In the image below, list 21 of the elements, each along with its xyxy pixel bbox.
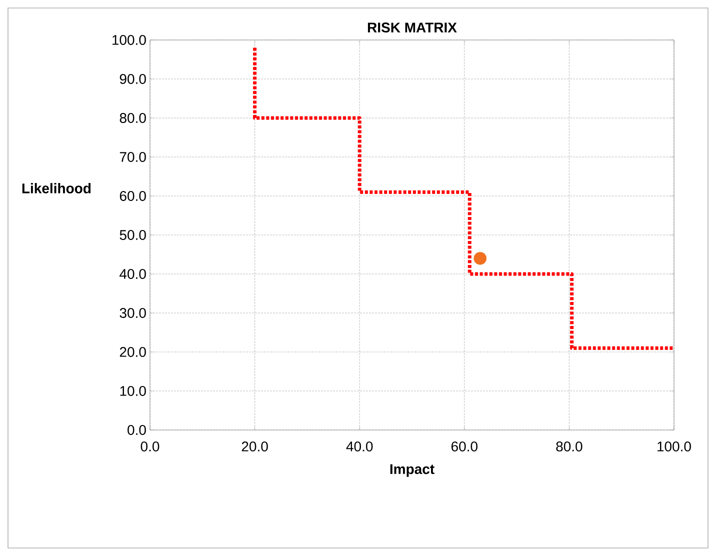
y-tick-label: 20.0 [120,347,146,357]
line-series [253,46,674,350]
y-tick-label: 40.0 [120,269,146,279]
x-tick-label: 0.0 [140,442,160,452]
y-tick-label: 100.0 [112,35,146,45]
y-tick-label: 60.0 [120,191,146,201]
y-tick-label: 10.0 [120,386,146,396]
y-tick-label: 70.0 [120,152,146,162]
chart-title: RISK MATRIX [368,22,457,32]
y-tick-label: 90.0 [120,74,146,84]
y-tick-label: 30.0 [120,308,146,318]
x-tick-label: 20.0 [242,442,268,452]
y-tick-label: 50.0 [120,230,146,240]
x-tick-label: 40.0 [346,442,373,452]
y-axis-title: Likelihood [22,183,91,194]
y-tick-label: 0.0 [128,425,146,435]
x-axis-title: Impact [390,464,434,477]
x-tick-label: 60.0 [451,442,478,452]
y-tick-label: 80.0 [120,113,146,123]
x-tick-label: 80.0 [556,442,582,452]
x-tick-label: 100.0 [658,442,691,452]
